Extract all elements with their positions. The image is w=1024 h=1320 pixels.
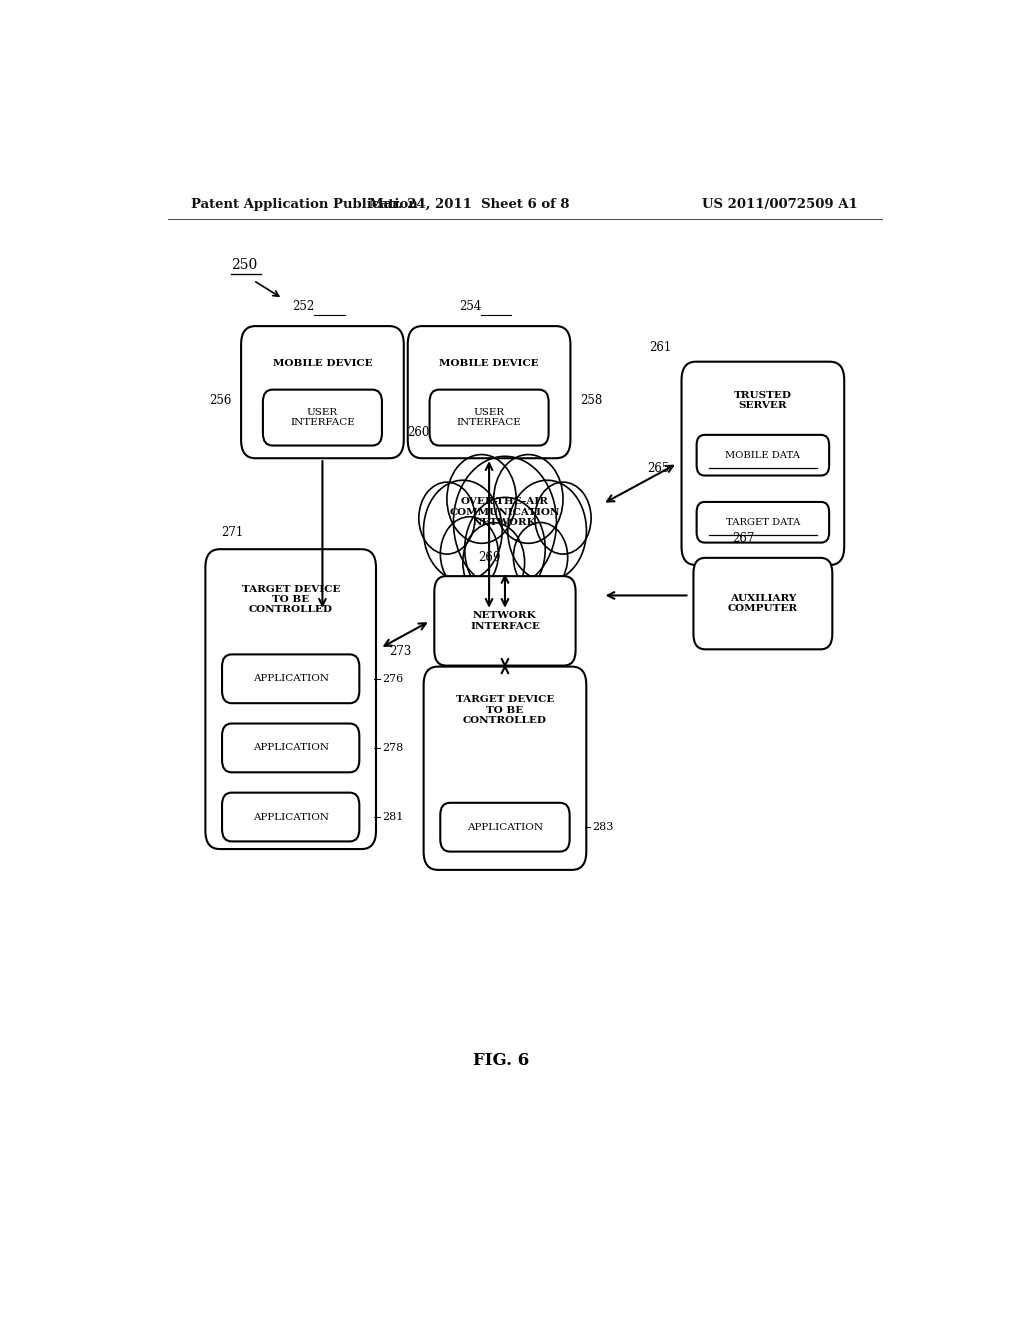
- Text: APPLICATION: APPLICATION: [467, 822, 543, 832]
- Text: 283: 283: [593, 822, 614, 832]
- Circle shape: [440, 516, 499, 591]
- Text: 276: 276: [382, 673, 403, 684]
- Circle shape: [535, 482, 591, 554]
- FancyBboxPatch shape: [696, 502, 829, 543]
- FancyBboxPatch shape: [696, 434, 829, 475]
- Circle shape: [424, 480, 502, 581]
- Text: TARGET DEVICE
TO BE
CONTROLLED: TARGET DEVICE TO BE CONTROLLED: [456, 696, 554, 725]
- Text: 254: 254: [459, 300, 481, 313]
- Text: 256: 256: [209, 393, 231, 407]
- Text: TRUSTED
SERVER: TRUSTED SERVER: [734, 391, 792, 411]
- Text: FIG. 6: FIG. 6: [473, 1052, 529, 1069]
- Text: APPLICATION: APPLICATION: [253, 813, 329, 821]
- Text: APPLICATION: APPLICATION: [253, 743, 329, 752]
- Text: MOBILE DEVICE: MOBILE DEVICE: [439, 359, 539, 368]
- Text: TARGET DEVICE
TO BE
CONTROLLED: TARGET DEVICE TO BE CONTROLLED: [242, 585, 340, 614]
- Text: OVER-THE-AIR
COMMUNICATION
NETWORK: OVER-THE-AIR COMMUNICATION NETWORK: [450, 498, 560, 527]
- Circle shape: [463, 523, 524, 602]
- Text: APPLICATION: APPLICATION: [253, 675, 329, 684]
- Circle shape: [508, 480, 587, 581]
- Text: MOBILE DATA: MOBILE DATA: [725, 450, 801, 459]
- FancyBboxPatch shape: [424, 667, 587, 870]
- Circle shape: [494, 454, 563, 544]
- FancyBboxPatch shape: [241, 326, 403, 458]
- Text: 258: 258: [581, 393, 602, 407]
- FancyBboxPatch shape: [222, 655, 359, 704]
- Circle shape: [419, 482, 475, 554]
- Text: 250: 250: [231, 259, 257, 272]
- Text: TARGET DATA: TARGET DATA: [726, 517, 800, 527]
- Text: USER
INTERFACE: USER INTERFACE: [290, 408, 354, 428]
- FancyBboxPatch shape: [430, 389, 549, 446]
- FancyBboxPatch shape: [222, 723, 359, 772]
- Text: 261: 261: [649, 341, 672, 354]
- Text: 265: 265: [647, 462, 670, 475]
- Circle shape: [446, 454, 516, 544]
- FancyBboxPatch shape: [263, 389, 382, 446]
- Text: 281: 281: [382, 812, 403, 822]
- Text: 271: 271: [221, 525, 243, 539]
- Text: Mar. 24, 2011  Sheet 6 of 8: Mar. 24, 2011 Sheet 6 of 8: [369, 198, 569, 211]
- Text: Patent Application Publication: Patent Application Publication: [191, 198, 418, 211]
- Circle shape: [465, 498, 545, 601]
- Text: MOBILE DEVICE: MOBILE DEVICE: [272, 359, 373, 368]
- FancyBboxPatch shape: [408, 326, 570, 458]
- FancyBboxPatch shape: [222, 792, 359, 841]
- FancyBboxPatch shape: [682, 362, 844, 565]
- Text: 278: 278: [382, 743, 403, 752]
- Text: 267: 267: [732, 532, 755, 545]
- Text: AUXILIARY
COMPUTER: AUXILIARY COMPUTER: [728, 594, 798, 614]
- Text: NETWORK
INTERFACE: NETWORK INTERFACE: [470, 611, 540, 631]
- Text: 269: 269: [478, 550, 501, 564]
- Text: 273: 273: [389, 645, 412, 659]
- FancyBboxPatch shape: [693, 558, 833, 649]
- Circle shape: [454, 457, 556, 589]
- Circle shape: [513, 523, 567, 593]
- Text: 260: 260: [408, 426, 430, 440]
- FancyBboxPatch shape: [434, 576, 575, 665]
- FancyBboxPatch shape: [206, 549, 376, 849]
- FancyBboxPatch shape: [440, 803, 569, 851]
- Text: USER
INTERFACE: USER INTERFACE: [457, 408, 521, 428]
- Text: 252: 252: [292, 300, 314, 313]
- Text: US 2011/0072509 A1: US 2011/0072509 A1: [702, 198, 858, 211]
